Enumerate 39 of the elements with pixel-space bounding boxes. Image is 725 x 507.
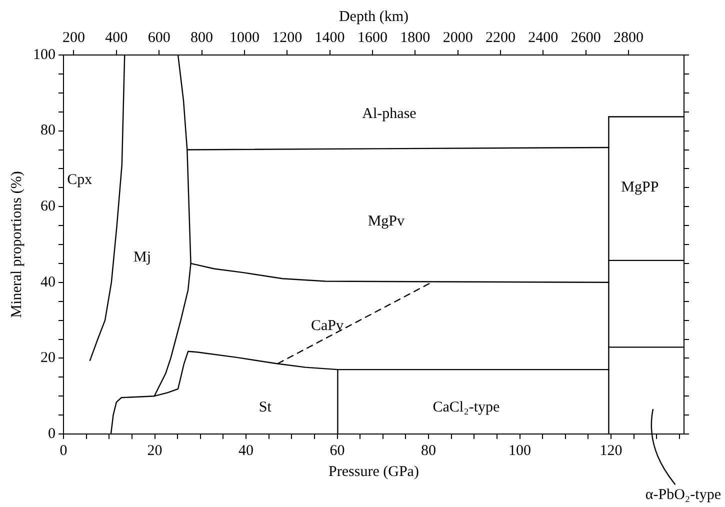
x2-tick-label: 200 (62, 30, 85, 46)
annotation: Cpx (67, 172, 93, 188)
y-tick-label: 40 (40, 274, 56, 290)
annotation: MgPP (621, 180, 659, 196)
x-tick-label: 60 (330, 442, 345, 459)
x2-tick-label: 1400 (314, 30, 345, 46)
x2-axis-title: Depth (km) (338, 8, 409, 25)
x-tick-label: 100 (508, 442, 531, 459)
x2-tick-label: 1800 (400, 30, 430, 46)
annotation: MgPv (368, 214, 405, 230)
y-axis-title: Mineral proportions (%) (8, 171, 25, 318)
x-tick-label: 20 (147, 442, 162, 459)
annotation: CaCl₂-type (432, 399, 500, 416)
y-tick-label: 60 (40, 198, 56, 215)
x2-tick-label: 1000 (229, 30, 260, 46)
x2-tick-label: 400 (105, 30, 128, 46)
y-tick-label: 80 (40, 122, 56, 139)
text: α-PbO₂-type (645, 486, 722, 503)
x2-tick-label: 1600 (357, 30, 388, 46)
x2-tick-label: 2400 (528, 30, 558, 46)
x-tick-label: 80 (421, 442, 436, 459)
x2-tick-label: 800 (190, 30, 214, 46)
annotation: CaPv (310, 318, 344, 334)
y-tick-label: 0 (48, 426, 56, 442)
y-tick-label: 20 (40, 350, 56, 366)
annotation: St (258, 399, 272, 416)
x2-tick-label: 600 (148, 30, 170, 46)
x-axis-title: Pressure (GPa) (328, 464, 419, 480)
x2-tick-label: 1200 (272, 30, 302, 46)
annotation: Al-phase (362, 106, 417, 122)
x2-tick-label: 2200 (485, 30, 516, 46)
x-tick-label: 0 (60, 442, 68, 459)
x-tick-label: 120 (600, 442, 622, 459)
y-tick-label: 100 (33, 46, 56, 63)
x2-tick-label: 2600 (570, 30, 601, 46)
x2-tick-label: 2000 (442, 30, 473, 46)
x-tick-label: 40 (238, 442, 254, 459)
x2-tick-label: 2800 (614, 30, 644, 46)
annotation: Mj (134, 250, 152, 266)
